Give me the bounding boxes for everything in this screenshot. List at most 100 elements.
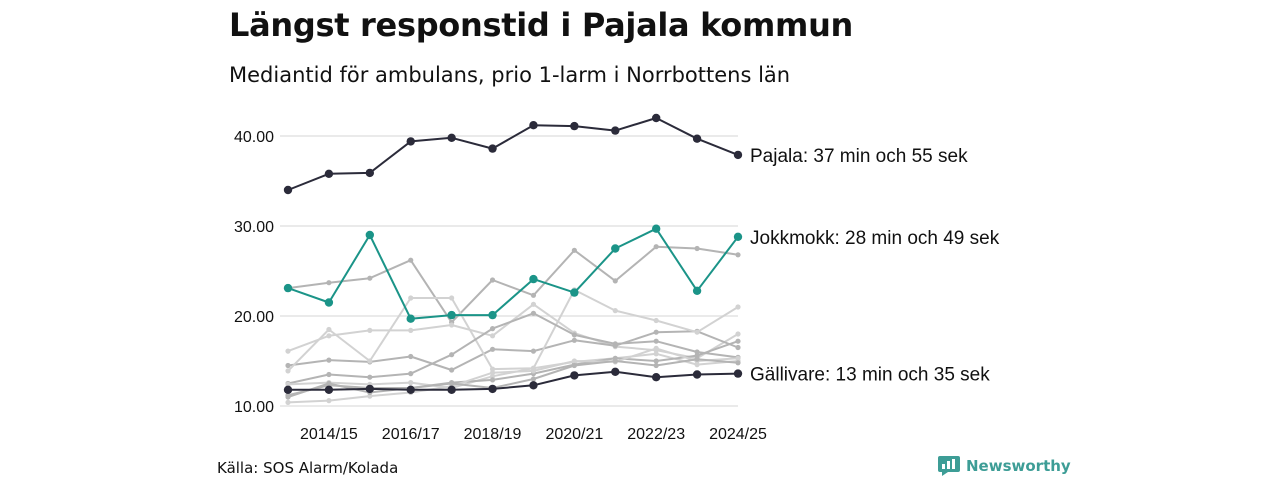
series-ovrig-kommun-3 [285, 328, 741, 373]
data-point [406, 385, 415, 394]
data-point [530, 292, 537, 298]
data-point [653, 351, 659, 357]
data-point [529, 381, 538, 390]
data-point [324, 169, 334, 178]
data-point [488, 310, 497, 320]
data-point [449, 367, 455, 373]
data-point [489, 373, 496, 379]
data-point [733, 369, 743, 378]
data-point [326, 326, 332, 333]
data-point [653, 329, 659, 335]
data-point [530, 301, 537, 307]
data-point [367, 327, 373, 333]
data-point [283, 385, 293, 394]
data-point [529, 121, 538, 130]
data-point [735, 338, 741, 344]
data-point [283, 185, 293, 195]
data-point [733, 150, 743, 160]
data-point [692, 370, 702, 379]
data-point [367, 358, 373, 364]
data-point [694, 245, 700, 252]
data-point [285, 381, 291, 387]
series-end-label: Gällivare: 13 min och 35 sek [750, 365, 990, 386]
data-point [694, 353, 700, 359]
background-series [285, 244, 741, 405]
data-point [285, 399, 291, 405]
data-point [653, 338, 659, 344]
data-point [285, 362, 291, 369]
y-axis-ticks: 10.00 20.00 30.00 40.00 [234, 129, 274, 416]
data-point [651, 113, 661, 123]
data-point [489, 277, 496, 283]
series-line [287, 340, 739, 397]
data-point [571, 358, 577, 364]
data-point [694, 329, 700, 335]
data-point [365, 230, 375, 240]
data-point [324, 298, 334, 307]
data-point [449, 322, 455, 328]
data-point [489, 366, 496, 372]
series-pajala [283, 113, 743, 195]
series-line [287, 245, 739, 324]
data-point [735, 331, 741, 337]
data-point [447, 133, 456, 142]
data-point [406, 314, 415, 323]
data-point [735, 252, 741, 258]
x-tick-label: 2016/17 [382, 426, 440, 443]
y-tick-label: 20.00 [234, 309, 274, 326]
series-jokkmokk [283, 224, 743, 323]
data-point [326, 357, 332, 363]
data-point [612, 308, 618, 314]
highlighted-series [283, 113, 743, 394]
data-point [692, 134, 702, 143]
series-line [287, 347, 739, 404]
data-point [326, 380, 332, 387]
y-tick-label: 10.00 [234, 399, 274, 416]
data-point [733, 232, 743, 241]
data-point [408, 371, 414, 377]
data-point [571, 362, 577, 369]
data-point [283, 283, 293, 293]
data-point [367, 393, 373, 399]
data-point [326, 280, 332, 286]
series-end-label: Jokkmokk: 28 min och 49 sek [750, 228, 1000, 249]
data-point [489, 326, 496, 332]
data-point [488, 384, 497, 394]
data-point [651, 224, 661, 233]
data-point [408, 327, 414, 333]
data-point [653, 358, 659, 364]
data-point [449, 295, 455, 301]
series-line [287, 312, 739, 385]
newsworthy-icon [938, 456, 960, 476]
x-tick-label: 2018/19 [464, 426, 522, 443]
data-point [408, 353, 414, 360]
data-point [571, 337, 577, 343]
x-tick-label: 2020/21 [545, 426, 603, 443]
data-point [570, 288, 579, 297]
x-tick-label: 2024/25 [709, 426, 767, 443]
data-point [612, 358, 618, 364]
data-point [488, 144, 497, 153]
data-point [365, 168, 375, 178]
data-point [326, 398, 332, 404]
newsworthy-logo[interactable]: Newsworthy [938, 456, 1071, 476]
series-line [287, 288, 739, 372]
brand-name: Newsworthy [966, 457, 1071, 475]
data-point [367, 374, 373, 380]
series-line [287, 330, 739, 371]
data-point [611, 126, 620, 135]
x-tick-label: 2014/15 [300, 426, 358, 443]
data-point [408, 380, 414, 386]
data-point [365, 384, 375, 394]
series-ovrig-kommun-1 [285, 244, 741, 325]
data-point [570, 371, 579, 380]
data-point [447, 385, 456, 394]
data-point [447, 310, 456, 320]
series-ovrig-kommun-4 [285, 287, 741, 374]
data-point [570, 121, 579, 131]
data-point [694, 349, 700, 355]
y-tick-label: 40.00 [234, 129, 274, 146]
data-point [530, 368, 537, 374]
data-point [611, 244, 620, 253]
data-point [530, 348, 537, 354]
